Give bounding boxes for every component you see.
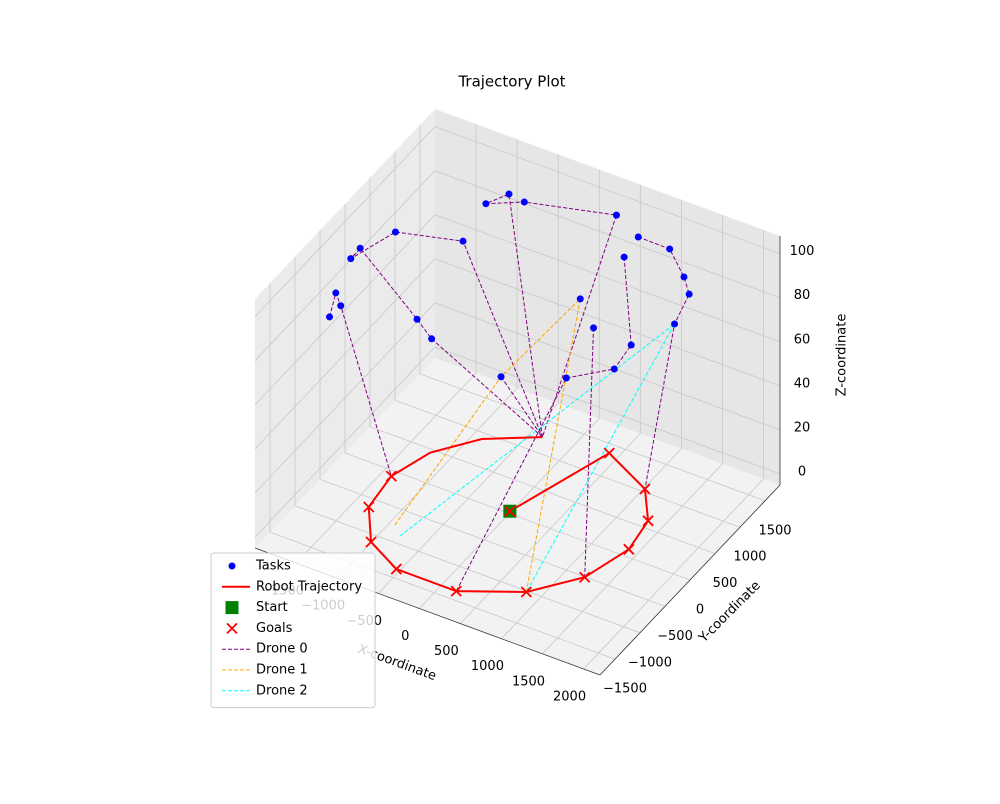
legend-label: Drone 0	[256, 642, 308, 657]
data-point	[612, 211, 620, 219]
grid-line	[434, 258, 781, 387]
data-point	[623, 543, 635, 555]
y-tick-label: −1500	[603, 682, 647, 697]
data-point	[666, 245, 674, 253]
data-point	[482, 200, 490, 208]
legend-marker	[225, 601, 239, 615]
x-tick-label: 1500	[512, 674, 545, 689]
data-point	[639, 483, 651, 495]
legend-label: Start	[256, 600, 288, 615]
z-axis-label: Z-coordinate	[835, 314, 850, 397]
data-point	[365, 536, 377, 548]
legend-label: Tasks	[255, 559, 291, 574]
data-point	[520, 586, 532, 598]
grid-line	[254, 346, 436, 538]
data-point	[505, 190, 513, 198]
grid-line	[254, 214, 436, 406]
data-point	[576, 295, 584, 303]
z-tick-label: 80	[794, 288, 811, 303]
data-point	[562, 374, 570, 382]
data-point	[579, 571, 591, 583]
data-point	[390, 563, 402, 575]
legend-label: Drone 2	[256, 683, 308, 698]
data-point	[413, 315, 421, 323]
data-point	[497, 373, 505, 381]
data-point	[520, 198, 528, 206]
data-point	[627, 341, 635, 349]
grid-line	[254, 258, 436, 450]
data-point	[590, 324, 598, 332]
data-point	[671, 320, 679, 328]
grid-line	[394, 399, 741, 528]
z-tick-label: 20	[794, 420, 811, 435]
z-tick-label: 40	[794, 376, 811, 391]
grid-line	[254, 170, 436, 361]
x-tick-label: 2000	[553, 689, 586, 704]
y-tick-label: 1000	[733, 550, 766, 565]
series-line	[399, 323, 675, 593]
data-point	[347, 255, 355, 263]
z-tick-label: 0	[798, 464, 806, 479]
legend-marker	[228, 562, 236, 570]
grid-line	[434, 214, 781, 343]
y-tick-label: 1500	[758, 523, 791, 538]
x-tick-label: 500	[434, 644, 459, 659]
grid-line	[434, 302, 781, 431]
legend-marker	[226, 622, 238, 635]
grid-line	[434, 346, 781, 475]
data-point	[428, 335, 436, 343]
data-point	[610, 365, 618, 373]
data-point	[385, 470, 397, 482]
grid-line	[254, 126, 436, 317]
data-point	[634, 233, 642, 241]
series-line	[394, 297, 582, 593]
data-point	[620, 253, 628, 261]
grid-line	[434, 170, 781, 299]
data-point	[337, 302, 345, 310]
x-tick-label: 1000	[471, 659, 504, 674]
data-point	[332, 289, 340, 297]
y-tick-label: 0	[696, 603, 704, 618]
data-point	[603, 447, 615, 459]
grid-line	[254, 302, 436, 494]
data-point	[459, 237, 467, 245]
data-point	[504, 505, 516, 517]
z-tick-label: 60	[794, 332, 811, 347]
grid-line	[319, 479, 666, 607]
data-point	[391, 228, 399, 236]
data-point	[680, 273, 688, 281]
data-point	[685, 290, 693, 298]
data-point	[326, 313, 334, 321]
grid-line	[344, 452, 691, 581]
y-tick-label: −1000	[628, 655, 672, 670]
grid-line	[369, 426, 716, 554]
data-point	[450, 585, 462, 597]
chart-title: Trajectory Plot	[457, 73, 565, 91]
data-point	[363, 501, 375, 513]
data-point	[642, 515, 654, 527]
data-point	[356, 244, 364, 252]
x-tick-label: 0	[401, 629, 409, 644]
legend: Tasks Robot Trajectory Start Goals Drone 0 Dr…	[210, 552, 376, 709]
legend-label: Robot Trajectory	[256, 579, 362, 594]
grid-line	[419, 373, 766, 502]
y-axis-line	[599, 484, 781, 676]
z-tick-label: 100	[790, 244, 815, 259]
legend-label: Goals	[256, 621, 293, 636]
y-tick-label: 500	[713, 576, 738, 591]
legend-label: Drone 1	[256, 663, 308, 678]
grid-line	[434, 126, 781, 255]
legend-box	[210, 552, 376, 709]
y-tick-label: −500	[657, 629, 693, 644]
